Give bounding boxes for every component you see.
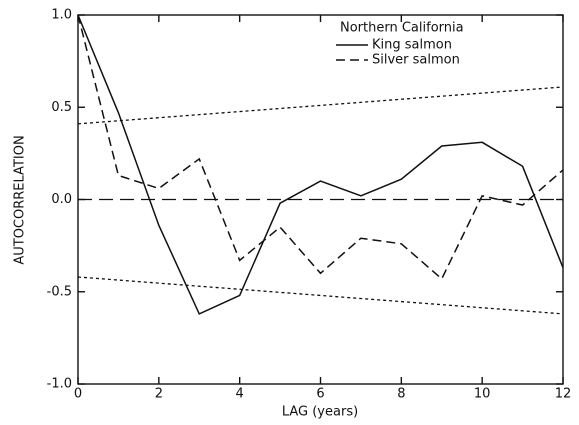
y-tick-label: 1.0 <box>51 8 72 23</box>
x-tick-label: 2 <box>155 387 163 402</box>
y-tick-label: 0.5 <box>51 100 72 115</box>
x-tick-label: 4 <box>236 387 244 402</box>
x-tick-label: 6 <box>316 387 324 402</box>
x-axis-label: LAG (years) <box>282 405 358 420</box>
y-tick-label: -1.0 <box>47 377 72 392</box>
confidence-bound <box>77 276 564 315</box>
confidence-bound <box>77 86 564 125</box>
x-tick-label: 0 <box>74 387 82 402</box>
x-tick-label: 10 <box>474 387 491 402</box>
series-line <box>77 14 564 281</box>
y-tick-label: -0.5 <box>47 284 72 299</box>
legend-title: Northern California <box>340 21 464 36</box>
series-line <box>77 14 564 315</box>
x-tick-label: 8 <box>397 387 405 402</box>
y-tick-label: 0.0 <box>51 192 72 207</box>
x-tick-label: 12 <box>555 387 572 402</box>
legend-label: King salmon <box>372 38 452 53</box>
y-axis-label: AUTOCORRELATION <box>13 135 28 264</box>
legend-label: Silver salmon <box>372 53 460 68</box>
